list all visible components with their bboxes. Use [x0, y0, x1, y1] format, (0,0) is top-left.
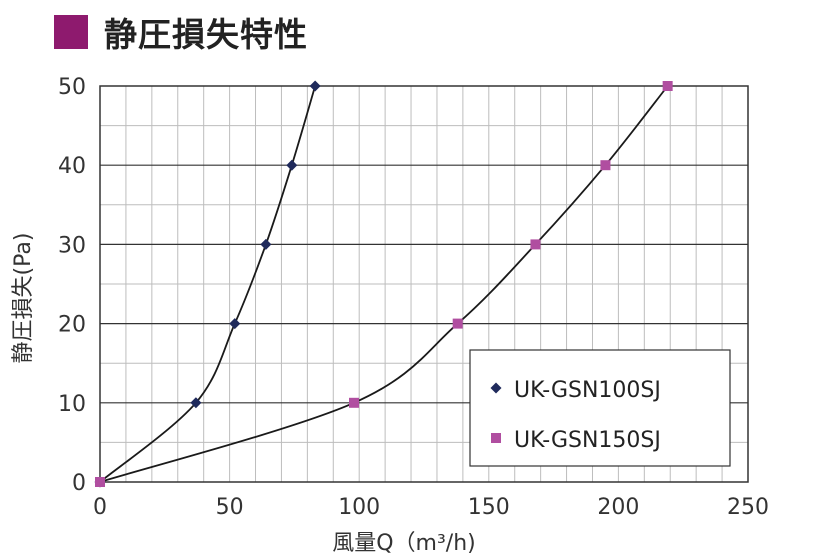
data-point-series-2 [530, 239, 541, 250]
data-point-series-1 [260, 238, 272, 250]
data-point-series-2 [349, 397, 360, 408]
data-point-series-1 [309, 80, 321, 92]
y-tick-label: 0 [72, 471, 86, 496]
data-point-series-2 [452, 318, 463, 329]
data-point-series-1 [229, 318, 241, 330]
x-tick-label: 50 [216, 495, 244, 520]
y-tick-labels: 0 10 20 30 40 50 [58, 75, 86, 496]
legend: UK-GSN100SJ UK-GSN150SJ [469, 349, 731, 467]
series-markers [94, 80, 673, 488]
y-tick-label: 50 [58, 75, 86, 100]
x-tick-label: 250 [727, 495, 769, 520]
y-tick-label: 20 [58, 313, 86, 338]
x-tick-label: 100 [338, 495, 380, 520]
x-tick-labels: 0 50 100 150 200 250 [93, 495, 769, 520]
y-tick-label: 30 [58, 233, 86, 258]
chart-title-block: 静圧損失特性 [54, 10, 308, 54]
x-tick-label: 200 [597, 495, 639, 520]
y-axis-label: 静圧損失(Pa) [11, 233, 36, 364]
plot-frame [99, 85, 749, 483]
x-tick-label: 0 [93, 495, 107, 520]
y-tick-label: 10 [58, 392, 86, 417]
y-tick-label: 40 [58, 154, 86, 179]
x-axis-label: 風量Q（m³/h) [332, 531, 476, 556]
title-square-icon [54, 15, 88, 49]
legend-label-2: UK-GSN150SJ [514, 428, 661, 453]
series-line-1 [99, 85, 316, 483]
data-point-series-2 [600, 160, 611, 171]
legend-marker-2 [491, 433, 501, 443]
data-point-series-2 [662, 81, 673, 91]
legend-box [469, 349, 731, 467]
major-grid [100, 164, 748, 404]
legend-label-1: UK-GSN100SJ [514, 378, 661, 403]
data-point-series-1 [190, 397, 202, 409]
data-point-series-1 [286, 159, 298, 171]
chart-title: 静圧損失特性 [104, 15, 308, 54]
data-point-series-2 [95, 477, 105, 487]
x-tick-label: 150 [468, 495, 510, 520]
legend-marker-1 [490, 382, 502, 394]
